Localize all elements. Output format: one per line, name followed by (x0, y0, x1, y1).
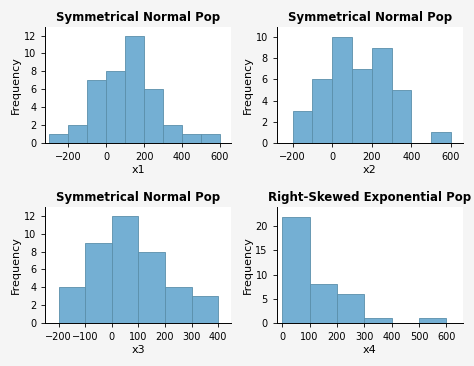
Bar (144, 89, 163, 143)
Bar (201, 134, 220, 143)
Bar (310, 284, 337, 323)
Bar (106, 71, 125, 143)
Bar (138, 251, 165, 323)
Title: Symmetrical Normal Pop: Symmetrical Normal Pop (288, 11, 452, 24)
Bar (163, 125, 182, 143)
Bar (85, 243, 112, 323)
Bar (282, 217, 310, 323)
Bar (392, 90, 411, 143)
Bar (49, 134, 68, 143)
Bar (352, 69, 372, 143)
Bar (182, 134, 201, 143)
Bar (419, 318, 447, 323)
Bar (292, 111, 312, 143)
Y-axis label: Frequency: Frequency (11, 56, 21, 114)
Bar (312, 79, 332, 143)
Bar (165, 287, 191, 323)
Bar (112, 216, 138, 323)
Title: Symmetrical Normal Pop: Symmetrical Normal Pop (56, 191, 220, 204)
X-axis label: x2: x2 (363, 165, 377, 175)
Bar (332, 37, 352, 143)
Title: Symmetrical Normal Pop: Symmetrical Normal Pop (56, 11, 220, 24)
Bar (191, 296, 218, 323)
Bar (337, 294, 365, 323)
Bar (68, 125, 87, 143)
Bar (431, 132, 451, 143)
X-axis label: x4: x4 (363, 345, 377, 355)
X-axis label: x1: x1 (132, 165, 145, 175)
Y-axis label: Frequency: Frequency (11, 236, 21, 294)
Y-axis label: Frequency: Frequency (243, 56, 253, 114)
Y-axis label: Frequency: Frequency (243, 236, 253, 294)
Bar (59, 287, 85, 323)
Bar (125, 36, 144, 143)
Title: Right-Skewed Exponential Pop: Right-Skewed Exponential Pop (268, 191, 471, 204)
Bar (87, 80, 106, 143)
Bar (372, 48, 392, 143)
X-axis label: x3: x3 (132, 345, 145, 355)
Bar (365, 318, 392, 323)
